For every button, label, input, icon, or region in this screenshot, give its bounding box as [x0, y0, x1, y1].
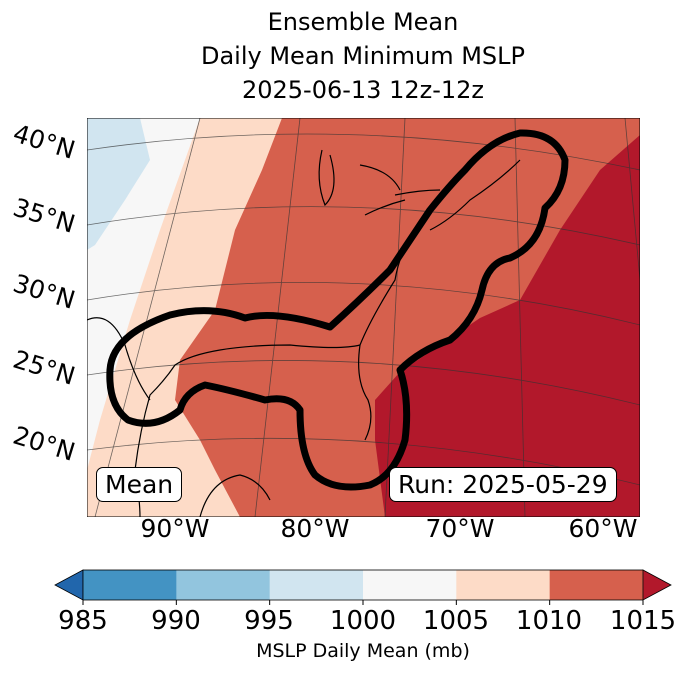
lon-label-80w: 80°W: [280, 514, 350, 543]
run-date-box: Run: 2025-05-29: [389, 467, 617, 502]
cbar-tick-1015: 1015: [609, 606, 677, 636]
lat-label-25n: 25°N: [9, 344, 79, 391]
lon-label-70w: 70°W: [425, 514, 495, 543]
colorbar-segment: [83, 570, 177, 600]
colorbar-under-triangle: [54, 569, 84, 601]
title-line-3: 2025-06-13 12z-12z: [241, 76, 485, 104]
lat-label-20n: 20°N: [9, 420, 79, 467]
coastlines: [87, 149, 521, 517]
lat-label-35n: 35°N: [9, 192, 79, 239]
lat-label-40n: 40°N: [9, 118, 79, 165]
mean-contour: [106, 129, 569, 491]
cbar-tick-1000: 1000: [329, 606, 397, 636]
colorbar-segment: [549, 570, 644, 600]
cbar-tick-1010: 1010: [515, 606, 583, 636]
pressure-995-1000: [87, 118, 150, 250]
lat-label-30n: 30°N: [9, 268, 79, 315]
mean-label-box: Mean: [96, 467, 183, 502]
cbar-tick-990: 990: [151, 606, 201, 636]
pressure-above-1015: [375, 135, 640, 517]
colorbar-over-triangle: [642, 569, 672, 601]
title-line-2: Daily Mean Minimum MSLP: [200, 42, 525, 70]
title-line-1: Ensemble Mean: [267, 8, 459, 36]
map: [87, 118, 640, 517]
cbar-tick-1005: 1005: [422, 606, 490, 636]
colorbar: [54, 569, 672, 605]
colorbar-segment: [269, 570, 364, 600]
lon-label-60w: 60°W: [568, 514, 638, 543]
colorbar-label: MSLP Daily Mean (mb): [256, 640, 470, 662]
cbar-tick-995: 995: [244, 606, 294, 636]
colorbar-segment: [363, 570, 457, 600]
colorbar-segment: [456, 570, 551, 600]
colorbar-segment: [176, 570, 271, 600]
cbar-tick-985: 985: [58, 606, 108, 636]
lon-label-90w: 90°W: [140, 514, 210, 543]
